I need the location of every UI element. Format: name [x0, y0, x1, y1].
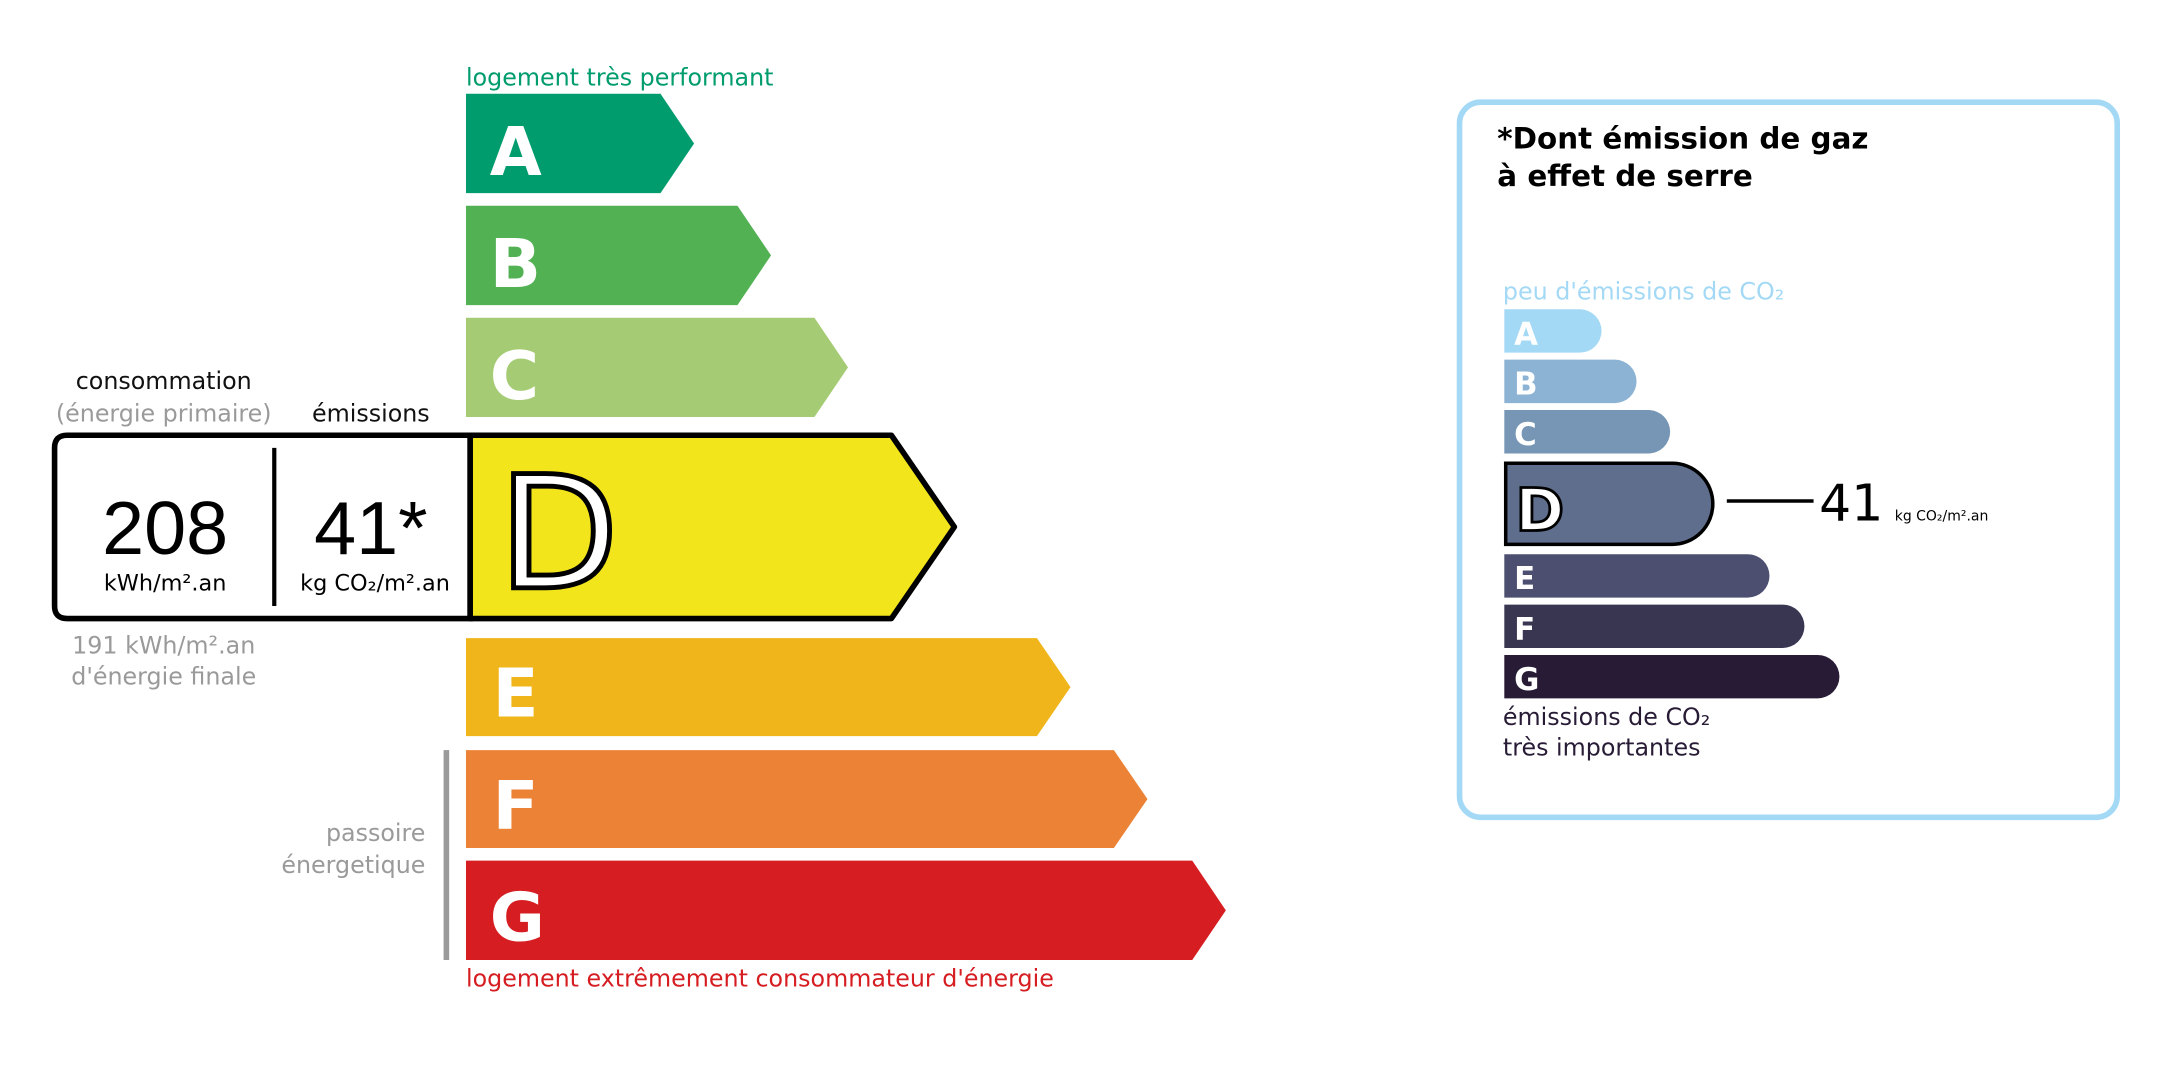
energy-bar-c: C	[465, 317, 849, 418]
energy-letter-f: F	[493, 766, 539, 844]
ghg-bar-c: C	[1504, 410, 1671, 454]
emissions-label: émissions	[312, 399, 430, 427]
energy-letter-e: E	[493, 655, 539, 733]
ghg-bar-d-current: D	[1503, 461, 1715, 547]
energy-letter-b: B	[490, 225, 541, 303]
ghg-letter-g: G	[1514, 662, 1539, 698]
ghg-top-label: peu d'émissions de CO₂	[1503, 278, 1784, 306]
ghg-bar-a: A	[1504, 309, 1602, 353]
ghg-bar-e: E	[1504, 554, 1770, 598]
ghg-unit: kg CO₂/m².an	[1895, 509, 1989, 525]
ghg-bottom-label-1: émissions de CO₂	[1503, 703, 1710, 731]
energy-current-class-box: D 208 kWh/m².an 41* kg CO₂/m².an	[51, 432, 958, 627]
ghg-letter-b: B	[1514, 367, 1537, 403]
consumption-sub-label: (énergie primaire)	[56, 399, 272, 427]
ghg-letter-c: C	[1514, 417, 1537, 453]
energy-current-letter: D	[498, 443, 619, 625]
energy-bar-e: E	[465, 638, 1071, 737]
emissions-unit: kg CO₂/m².an	[300, 571, 450, 597]
ghg-letter-f: F	[1514, 612, 1535, 648]
ghg-bar-g: G	[1504, 654, 1840, 699]
ghg-letter-e: E	[1514, 561, 1535, 597]
final-energy-value: 191 kWh/m².an	[72, 632, 255, 660]
final-energy-label: d'énergie finale	[71, 662, 256, 690]
emissions-value: 41*	[314, 487, 427, 571]
ghg-bottom-label-2: très importantes	[1503, 734, 1701, 762]
consumption-unit: kWh/m².an	[104, 571, 227, 597]
energy-letter-a: A	[490, 113, 542, 191]
ghg-bar-b: B	[1504, 359, 1637, 404]
passoire-bracket	[443, 750, 450, 961]
ghg-title-1: *Dont émission de gaz	[1497, 121, 1868, 155]
energy-bar-b: B	[465, 205, 772, 306]
energy-letter-c: C	[490, 337, 539, 415]
energy-bottom-label: logement extrêmement consommateur d'éner…	[466, 965, 1054, 993]
ghg-letter-a: A	[1514, 316, 1538, 352]
energy-bar-a: A	[465, 93, 695, 194]
consumption-label: consommation	[76, 367, 252, 395]
energy-bar-g: G	[465, 860, 1226, 961]
consumption-value: 208	[102, 487, 228, 571]
passoire-label-1: passoire	[326, 819, 425, 847]
energy-bar-f: F	[465, 750, 1148, 849]
energy-letter-g: G	[490, 878, 545, 956]
ghg-current-letter: D	[1516, 475, 1565, 544]
energy-top-label: logement très performant	[466, 63, 774, 91]
passoire-label-2: énergetique	[281, 851, 425, 879]
ghg-bar-f: F	[1504, 604, 1805, 648]
ghg-title-2: à effet de serre	[1497, 159, 1752, 193]
ghg-value: 41	[1819, 474, 1883, 533]
